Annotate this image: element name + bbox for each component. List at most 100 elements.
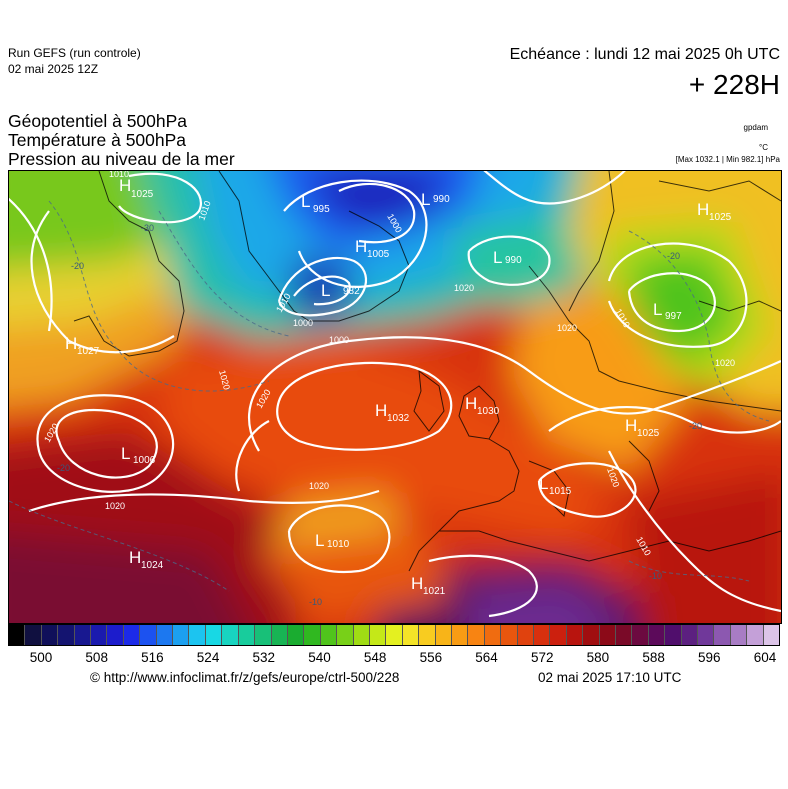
forecast-valid-time: Echéance : lundi 12 mai 2025 0h UTC — [509, 46, 780, 63]
svg-text:L: L — [301, 192, 310, 211]
temperature-labels: -30 -20 -20 -20 -20 -10 -10 — [57, 223, 702, 607]
low-pressure-center: L 995 — [301, 192, 330, 215]
temperature-isotherms — [9, 200, 770, 592]
colorbar-swatch — [632, 625, 649, 645]
svg-text:H: H — [119, 176, 131, 195]
svg-text:1025: 1025 — [637, 428, 660, 439]
colorbar-tick-label: 524 — [196, 650, 220, 665]
run-date: 02 mai 2025 12Z — [8, 62, 99, 76]
colorbar-swatch — [419, 625, 436, 645]
temperature-label: -20 — [667, 251, 680, 261]
pressure-minmax: [Max 1032.1 | Min 982.1] hPa — [675, 155, 780, 164]
colorbar-swatch — [501, 625, 518, 645]
colorbar-tick-label: 596 — [698, 650, 721, 665]
colorbar-tick-label: 540 — [308, 650, 331, 665]
isobar-label: 1000 — [293, 318, 313, 328]
svg-text:L: L — [493, 248, 502, 267]
unit-geopotential: gpdam — [743, 123, 768, 132]
colorbar-swatch — [763, 625, 780, 645]
svg-text:1015: 1015 — [549, 486, 572, 497]
colorbar-swatch — [402, 625, 420, 645]
svg-text:982: 982 — [343, 286, 360, 297]
svg-text:1030: 1030 — [477, 406, 500, 417]
svg-text:H: H — [129, 548, 141, 567]
svg-text:L: L — [121, 444, 130, 463]
svg-text:H: H — [697, 200, 709, 219]
colorbar-swatch — [353, 625, 370, 645]
colorbar-swatch — [337, 625, 354, 645]
svg-text:1006: 1006 — [133, 455, 156, 466]
colorbar-tick-label: 564 — [475, 650, 498, 665]
colorbar-swatch — [156, 625, 174, 645]
colorbar-swatch — [205, 625, 223, 645]
svg-text:H: H — [411, 574, 423, 593]
param-geopotential-label: Géopotentiel à 500hPa — [8, 111, 188, 131]
svg-text:1032: 1032 — [387, 413, 410, 424]
temperature-label: -20 — [71, 261, 84, 271]
run-label: Run GEFS (run controle) — [8, 46, 141, 60]
colorbar-swatch — [681, 625, 699, 645]
svg-text:H: H — [375, 401, 387, 420]
svg-text:1025: 1025 — [709, 212, 732, 223]
isobar-label: 1020 — [715, 358, 735, 368]
generation-time: 02 mai 2025 17:10 UTC — [538, 670, 682, 685]
high-pressure-center: H 1021 — [411, 574, 446, 597]
colorbar-tick-label: 580 — [586, 650, 610, 665]
colorbar-tick-label: 500 — [29, 650, 53, 665]
colorbar-tick-label: 572 — [530, 650, 554, 665]
colorbar-swatch — [648, 625, 666, 645]
colorbar — [8, 624, 780, 646]
colorbar-swatch — [714, 625, 731, 645]
colorbar-swatch — [25, 625, 42, 645]
colorbar-swatch — [222, 625, 239, 645]
svg-text:H: H — [355, 237, 367, 256]
source-url: © http://www.infoclimat.fr/z/gefs/europe… — [90, 670, 400, 685]
colorbar-swatch — [665, 625, 682, 645]
svg-text:L: L — [421, 190, 430, 209]
svg-text:1005: 1005 — [367, 249, 390, 260]
svg-text:H: H — [465, 394, 477, 413]
colorbar-swatch — [435, 625, 452, 645]
low-pressure-center: L 990 — [421, 190, 450, 209]
svg-text:L: L — [321, 281, 330, 300]
high-pressure-center: H 1030 — [465, 394, 500, 417]
colorbar-tick-label: 588 — [642, 650, 665, 665]
colorbar-tick-label: 508 — [85, 650, 108, 665]
colorbar-swatch — [698, 625, 715, 645]
colorbar-tick-label: 604 — [753, 650, 777, 665]
isobar-label: 1020 — [105, 501, 125, 511]
low-pressure-center: L 997 — [653, 300, 682, 322]
colorbar-swatch — [287, 625, 305, 645]
weather-map: -30 -20 -20 -20 -20 -10 -10 1010 1000 10… — [8, 170, 782, 624]
svg-text:H: H — [625, 416, 637, 435]
colorbar-swatch — [550, 625, 567, 645]
colorbar-swatch — [91, 625, 108, 645]
colorbar-swatch — [468, 625, 485, 645]
low-pressure-center: L 1015 — [539, 474, 572, 497]
colorbar-swatch — [58, 625, 75, 645]
colorbar-swatch — [41, 625, 59, 645]
param-pressure-label: Pression au niveau de la mer — [8, 149, 235, 169]
high-pressure-center: H 1025 — [625, 416, 660, 439]
svg-text:990: 990 — [433, 194, 450, 205]
svg-text:L: L — [539, 474, 548, 493]
colorbar-swatch — [123, 625, 141, 645]
isobar-label: 1020 — [309, 481, 329, 491]
colorbar-swatch — [107, 625, 124, 645]
unit-temperature: °C — [759, 143, 768, 152]
svg-text:1010: 1010 — [327, 539, 350, 550]
high-pressure-center: H 1027 — [65, 334, 100, 357]
param-temperature-label: Température à 500hPa — [8, 130, 187, 150]
temperature-label: -10 — [309, 597, 322, 607]
colorbar-swatch — [173, 625, 190, 645]
temperature-label: -20 — [689, 421, 702, 431]
isobar-label: 1020 — [454, 283, 474, 293]
temperature-label: -20 — [57, 463, 70, 473]
colorbar-swatch — [599, 625, 617, 645]
high-pressure-center: H 1025 — [697, 200, 732, 223]
high-pressure-center: H 1025 — [119, 176, 154, 200]
colorbar-swatch — [616, 625, 633, 645]
svg-text:995: 995 — [313, 204, 330, 215]
forecast-lead-hours: + 228H — [688, 69, 780, 100]
